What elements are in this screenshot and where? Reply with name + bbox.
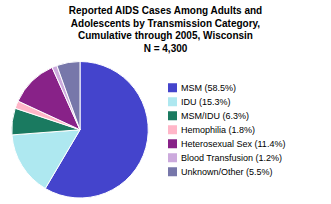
legend-label: IDU (15.3%) xyxy=(181,97,231,107)
legend-swatch xyxy=(168,97,177,106)
legend-swatch xyxy=(168,83,177,92)
title-line: Adolescents by Transmission Category, xyxy=(71,18,261,29)
legend: MSM (58.5%) IDU (15.3%) MSM/IDU (6.3%) Hemo… xyxy=(168,83,285,177)
title-line: Reported AIDS Cases Among Adults and xyxy=(69,5,262,16)
slice xyxy=(57,62,80,130)
title: Reported AIDS Cases Among Adults and Adol… xyxy=(69,5,262,54)
legend-swatch xyxy=(168,125,177,134)
legend-label: Unknown/Other (5.5%) xyxy=(181,167,273,177)
legend-item: IDU (15.3%) xyxy=(168,97,231,107)
legend-swatch xyxy=(168,153,177,162)
legend-item: Blood Transfusion (1.2%) xyxy=(168,153,282,163)
legend-item: Hemophilia (1.8%) xyxy=(168,125,255,135)
legend-label: MSM/IDU (6.3%) xyxy=(181,111,249,121)
legend-swatch xyxy=(168,111,177,120)
slice xyxy=(12,130,80,189)
pie xyxy=(12,62,148,199)
legend-swatch xyxy=(168,139,177,148)
legend-swatch xyxy=(168,167,177,176)
legend-label: Blood Transfusion (1.2%) xyxy=(181,153,282,163)
legend-item: Heterosexual Sex (11.4%) xyxy=(168,139,285,149)
legend-label: Heterosexual Sex (11.4%) xyxy=(181,139,285,149)
title-line: Cumulative through 2005, Wisconsin xyxy=(78,30,253,41)
chart: Reported AIDS Cases Among Adults and Adol… xyxy=(0,0,331,204)
title-line: N = 4,300 xyxy=(144,43,188,54)
legend-item: MSM/IDU (6.3%) xyxy=(168,111,249,121)
legend-label: MSM (58.5%) xyxy=(181,83,236,93)
legend-item: MSM (58.5%) xyxy=(168,83,236,93)
legend-label: Hemophilia (1.8%) xyxy=(181,125,255,135)
legend-item: Unknown/Other (5.5%) xyxy=(168,167,273,177)
